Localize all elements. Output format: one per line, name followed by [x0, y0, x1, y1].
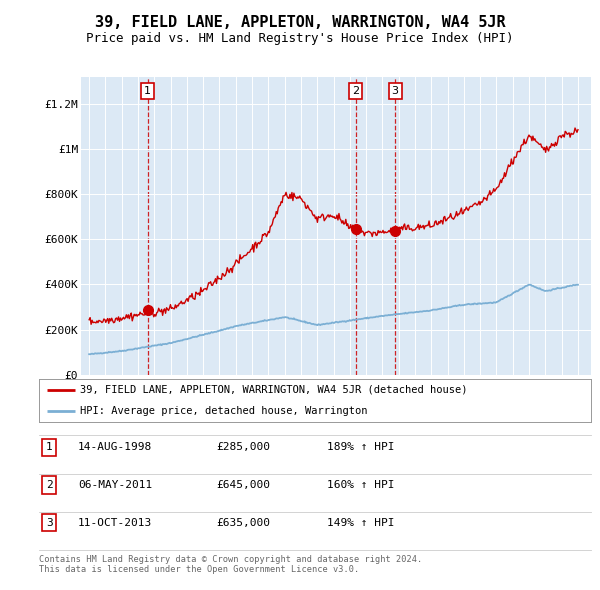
Text: 11-OCT-2013: 11-OCT-2013	[78, 518, 152, 527]
Text: 3: 3	[46, 518, 53, 527]
Text: 39, FIELD LANE, APPLETON, WARRINGTON, WA4 5JR (detached house): 39, FIELD LANE, APPLETON, WARRINGTON, WA…	[80, 385, 468, 395]
Text: £635,000: £635,000	[216, 518, 270, 527]
Text: Price paid vs. HM Land Registry's House Price Index (HPI): Price paid vs. HM Land Registry's House …	[86, 32, 514, 45]
Text: 06-MAY-2011: 06-MAY-2011	[78, 480, 152, 490]
Text: £285,000: £285,000	[216, 442, 270, 452]
Text: 2: 2	[352, 86, 359, 96]
Text: 3: 3	[392, 86, 398, 96]
Text: 14-AUG-1998: 14-AUG-1998	[78, 442, 152, 452]
Text: 1: 1	[145, 86, 151, 96]
Text: Contains HM Land Registry data © Crown copyright and database right 2024.
This d: Contains HM Land Registry data © Crown c…	[39, 555, 422, 574]
Text: 2: 2	[46, 480, 53, 490]
Text: HPI: Average price, detached house, Warrington: HPI: Average price, detached house, Warr…	[80, 407, 368, 416]
Text: £645,000: £645,000	[216, 480, 270, 490]
Text: 149% ↑ HPI: 149% ↑ HPI	[327, 518, 395, 527]
Text: 189% ↑ HPI: 189% ↑ HPI	[327, 442, 395, 452]
Text: 1: 1	[46, 442, 53, 452]
Text: 160% ↑ HPI: 160% ↑ HPI	[327, 480, 395, 490]
Text: 39, FIELD LANE, APPLETON, WARRINGTON, WA4 5JR: 39, FIELD LANE, APPLETON, WARRINGTON, WA…	[95, 15, 505, 30]
